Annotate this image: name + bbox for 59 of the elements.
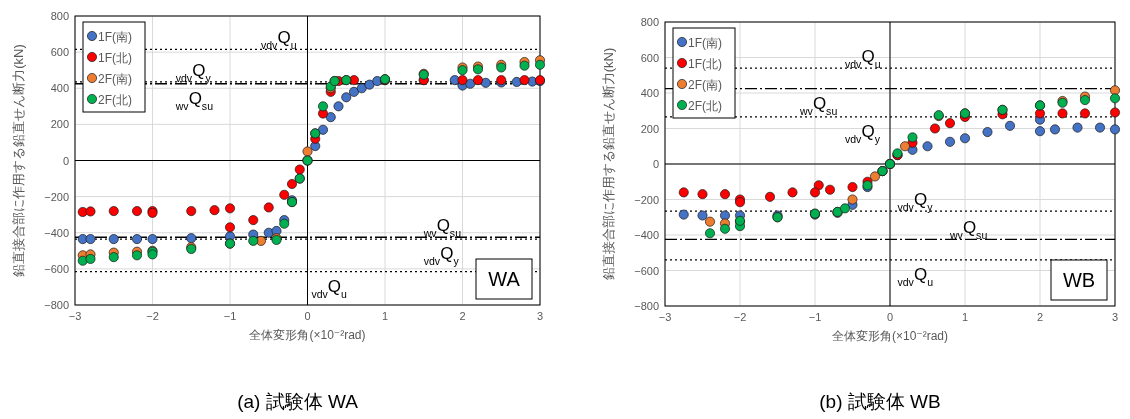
y-tick-label: 200 xyxy=(640,122,659,135)
x-axis-title: 全体変形角(×10⁻²rad) xyxy=(249,328,366,342)
y-tick-label: −200 xyxy=(634,193,659,206)
annotation: WA xyxy=(488,268,521,290)
ref-line-label: $_{vdv}$Q$_{y}$ xyxy=(897,190,934,214)
ref-line-label: $_{vdv}$Q$_{u}$ xyxy=(845,47,881,71)
x-tick-label: 0 xyxy=(304,310,311,322)
y-tick-label: −600 xyxy=(44,262,69,275)
legend-label: 2F(北) xyxy=(688,98,722,113)
y-tick-label: 800 xyxy=(50,10,69,22)
legend-label: 1F(北) xyxy=(688,56,722,71)
y-tick-label: −800 xyxy=(44,299,69,311)
y-tick-label: −800 xyxy=(634,300,659,312)
y-axis-title: 鉛直接合部に作用する鉛直せん断力(kN) xyxy=(11,44,26,277)
x-tick-label: 0 xyxy=(886,311,894,323)
legend-label: 1F(南) xyxy=(688,35,722,50)
x-tick-label: 1 xyxy=(961,311,969,323)
y-tick-label: −400 xyxy=(44,226,69,239)
ref-line-label: $_{vdv}$Q$_{y}$ xyxy=(845,121,881,145)
legend-label: 1F(南) xyxy=(98,29,132,44)
x-tick-label: −1 xyxy=(223,310,237,322)
y-tick-label: 0 xyxy=(62,154,69,167)
x-tick-label: −2 xyxy=(733,311,747,323)
ref-line-label: $_{wv}$Q$_{su}$ xyxy=(422,216,462,240)
x-tick-label: 1 xyxy=(381,310,389,322)
y-tick-label: −600 xyxy=(634,264,659,277)
ref-line-label: $_{vdv}$Q$_{y}$ xyxy=(423,244,460,268)
legend-label: 2F(北) xyxy=(98,92,132,107)
text: (b) 試験体 WB xyxy=(819,391,941,412)
text: (a) 試験体 WA xyxy=(237,391,359,412)
x-tick-label: 3 xyxy=(536,310,544,322)
y-tick-label: −200 xyxy=(44,190,69,203)
ref-line-label: $_{wv}$Q$_{su}$ xyxy=(174,88,214,112)
y-tick-label: 0 xyxy=(652,158,659,170)
y-tick-label: 400 xyxy=(50,82,69,95)
annotation: WB xyxy=(1062,269,1096,291)
x-tick-label: 2 xyxy=(1036,311,1044,323)
x-tick-label: −3 xyxy=(658,311,672,323)
ref-line-label: $_{vdv}$Q$_{u}$ xyxy=(897,264,934,288)
legend-label: 1F(北) xyxy=(98,50,132,65)
y-tick-label: 800 xyxy=(640,16,659,28)
y-tick-label: 400 xyxy=(640,87,659,99)
x-tick-label: 3 xyxy=(1111,311,1119,323)
ref-line-label: $_{vdv}$Q$_{u}$ xyxy=(311,276,347,300)
x-tick-label: 2 xyxy=(459,310,466,322)
x-tick-label: −3 xyxy=(68,310,82,322)
x-tick-label: −1 xyxy=(808,311,822,323)
ref-line-label: $_{wv}$Q$_{su}$ xyxy=(799,93,838,117)
y-tick-label: 600 xyxy=(640,51,659,64)
x-axis-title: 全体変形角(×10⁻²rad) xyxy=(831,329,949,343)
ref-line-label: $_{vdv}$Q$_{u}$ xyxy=(261,28,297,52)
legend-label: 2F(南) xyxy=(98,71,132,86)
y-tick-label: 200 xyxy=(50,118,69,131)
y-tick-label: 600 xyxy=(50,46,69,59)
x-tick-label: −2 xyxy=(146,310,159,322)
legend-label: 2F(南) xyxy=(688,77,722,92)
ref-line-label: $_{wv}$Q$_{su}$ xyxy=(949,218,988,242)
y-tick-label: −400 xyxy=(634,229,659,241)
y-axis-title: 鉛直接合部に作用する鉛直せん断力(kN) xyxy=(601,47,616,281)
